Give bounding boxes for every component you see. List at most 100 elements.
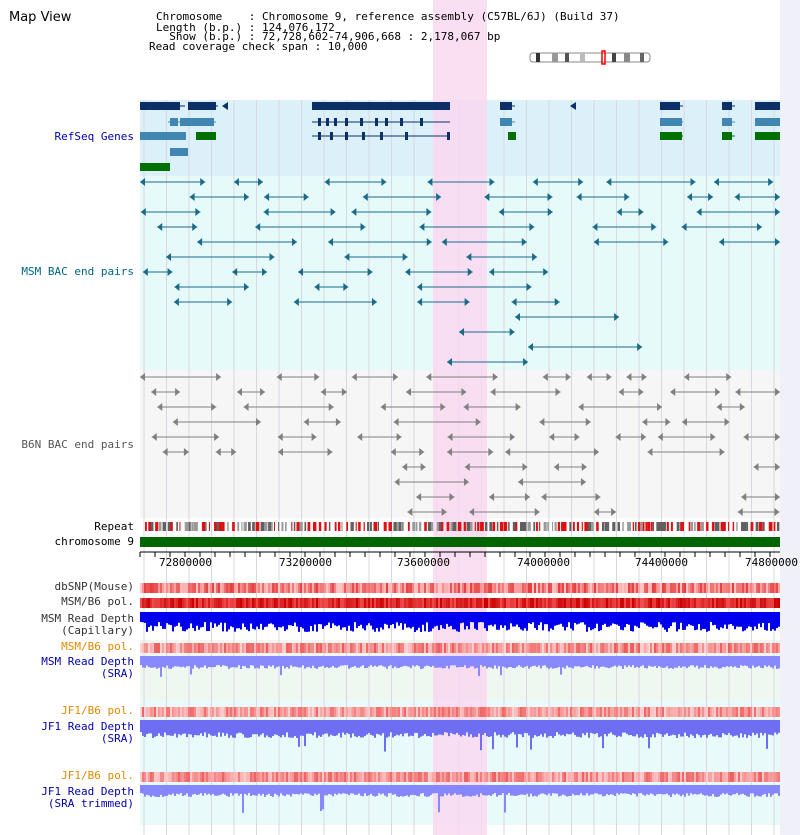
- snp-density-cell: [262, 598, 264, 608]
- track-label-msm-depth-capillary[interactable]: MSM Read Depth (Capillary): [41, 612, 134, 637]
- read-depth-bar: [498, 656, 500, 667]
- read-depth-bar: [568, 656, 570, 668]
- snp-density-cell: [304, 598, 306, 608]
- track-label-refseq[interactable]: RefSeq Genes: [54, 130, 134, 143]
- snp-density-cell: [230, 643, 232, 653]
- snp-density-cell: [692, 707, 694, 717]
- snp-density-cell: [242, 643, 244, 653]
- snp-density-cell: [460, 583, 462, 593]
- repeat-element: [484, 522, 488, 531]
- snp-density-cell: [522, 598, 524, 608]
- read-depth-bar: [280, 720, 282, 738]
- snp-density-cell: [566, 598, 568, 608]
- snp-density-cell: [426, 583, 428, 593]
- read-depth-bar: [704, 720, 706, 735]
- snp-density-cell: [202, 598, 204, 608]
- read-depth-bar: [146, 612, 148, 632]
- bac-end-marker: [775, 208, 780, 216]
- snp-density-cell: [300, 772, 302, 782]
- read-depth-bar: [318, 656, 320, 667]
- snp-density-cell: [440, 598, 442, 608]
- track-label-jf1-b6-pol[interactable]: JF1/B6 pol.: [61, 704, 134, 717]
- track-label-repeat[interactable]: Repeat: [94, 520, 134, 533]
- refseq-exon: [420, 118, 423, 126]
- chromosome-ideogram: [529, 52, 651, 63]
- snp-density-cell: [348, 598, 350, 608]
- read-depth-bar: [556, 612, 558, 626]
- track-label-msm-b6-pol-sra[interactable]: MSM/B6 pol.: [61, 640, 134, 653]
- read-depth-bar: [726, 656, 728, 667]
- read-depth-bar: [348, 612, 350, 626]
- read-depth-bar: [514, 720, 516, 735]
- read-depth-bar: [230, 656, 232, 668]
- snp-density-cell: [230, 707, 232, 717]
- snp-density-cell: [310, 772, 312, 782]
- snp-density-cell: [186, 583, 188, 593]
- read-depth-bar: [218, 612, 220, 625]
- snp-density-cell: [230, 583, 232, 593]
- read-depth-bar: [288, 612, 290, 626]
- read-depth-bar: [600, 612, 602, 631]
- read-depth-bar: [606, 720, 608, 737]
- snp-density-cell: [754, 707, 756, 717]
- read-depth-bar: [440, 612, 442, 626]
- snp-density-cell: [678, 772, 680, 782]
- bac-end-marker: [441, 508, 447, 516]
- snp-density-cell: [306, 643, 308, 653]
- read-depth-bar: [540, 720, 542, 735]
- read-depth-bar: [314, 612, 316, 625]
- snp-density-cell: [668, 772, 670, 782]
- read-depth-bar: [596, 785, 598, 794]
- refseq-exon: [447, 132, 450, 140]
- track-label-msm-b6-pol[interactable]: MSM/B6 pol.: [61, 595, 134, 608]
- track-label-jf1-depth-trim[interactable]: JF1 Read Depth (SRA trimmed): [41, 785, 134, 810]
- snp-density-cell: [278, 707, 280, 717]
- snp-density-cell: [326, 598, 328, 608]
- snp-density-cell: [158, 707, 160, 717]
- snp-density-cell: [320, 598, 322, 608]
- read-depth-bar: [530, 656, 532, 667]
- read-depth-bar: [294, 785, 296, 795]
- repeat-element: [369, 522, 372, 531]
- repeat-element: [492, 522, 496, 531]
- read-depth-bar: [712, 656, 714, 668]
- track-label-msm-depth-sra[interactable]: MSM Read Depth (SRA): [41, 655, 134, 680]
- snp-density-cell: [398, 772, 400, 782]
- read-depth-bar: [562, 720, 564, 735]
- snp-density-cell: [648, 598, 650, 608]
- read-depth-bar: [556, 656, 558, 668]
- bac-end-marker: [775, 388, 780, 396]
- read-depth-bar: [294, 612, 296, 623]
- snp-density-cell: [594, 643, 596, 653]
- read-depth-bar: [168, 612, 170, 625]
- repeat-element: [663, 522, 666, 531]
- read-depth-bar: [682, 612, 684, 631]
- read-depth-bar: [522, 785, 524, 795]
- snp-density-cell: [628, 772, 630, 782]
- read-depth-bar: [264, 720, 266, 738]
- read-depth-bar: [324, 720, 326, 734]
- refseq-exon: [345, 132, 348, 140]
- read-depth-bar: [222, 656, 224, 666]
- snp-density-cell: [238, 707, 240, 717]
- read-depth-bar: [226, 720, 228, 734]
- snp-density-cell: [394, 583, 396, 593]
- snp-density-cell: [524, 707, 526, 717]
- snp-density-cell: [446, 598, 448, 608]
- snp-density-cell: [296, 643, 298, 653]
- snp-density-cell: [328, 583, 330, 593]
- read-depth-bar: [220, 785, 222, 795]
- snp-density-cell: [192, 707, 194, 717]
- read-depth-bar: [148, 720, 150, 734]
- track-label-msm-bac[interactable]: MSM BAC end pairs: [21, 265, 134, 278]
- snp-density-cell: [706, 583, 708, 593]
- track-label-jf1-b6-pol-trim[interactable]: JF1/B6 pol.: [61, 769, 134, 782]
- snp-density-cell: [574, 598, 576, 608]
- repeat-element: [572, 522, 575, 531]
- track-label-dbsnp[interactable]: dbSNP(Mouse): [54, 580, 134, 593]
- read-depth-bar: [226, 612, 228, 632]
- bac-end-marker: [380, 403, 386, 411]
- track-label-b6n-bac[interactable]: B6N BAC end pairs: [21, 438, 134, 451]
- repeat-element: [650, 522, 653, 531]
- track-label-jf1-depth-sra[interactable]: JF1 Read Depth (SRA): [41, 720, 134, 745]
